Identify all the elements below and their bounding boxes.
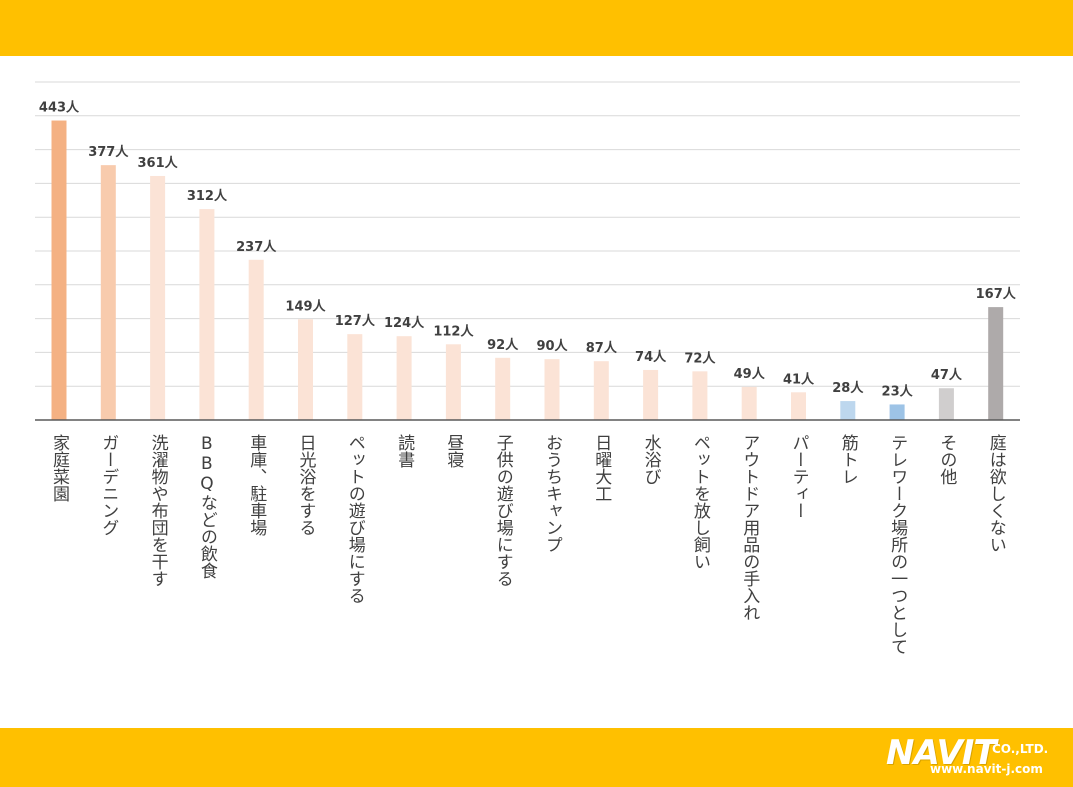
category-label: その他 [936, 434, 957, 485]
value-label: 72人 [684, 350, 716, 366]
bar [298, 319, 313, 420]
category-label: ペットの遊び場にする [345, 434, 366, 604]
bars [51, 120, 1004, 421]
bar [248, 259, 264, 420]
logo-url: www.navit-j.com [930, 762, 1043, 776]
logo-wordmark: NAVIT [886, 733, 997, 773]
category-labels: 家庭菜園 ガーデニング 洗濯物や布団を干す BBQなどの飲食 車庫、駐車場 日光浴をする ペ… [49, 434, 1006, 655]
bar [347, 334, 363, 420]
bar [692, 371, 708, 420]
bar [100, 165, 116, 420]
value-label: 443人 [39, 100, 80, 116]
bar [791, 392, 806, 420]
category-label: 読書 [394, 434, 415, 468]
value-label: 377人 [88, 144, 129, 160]
category-label: ガーデニング [98, 434, 118, 536]
category-label: アウトドア用品の手入れ [739, 434, 760, 621]
value-label: 87人 [586, 340, 618, 356]
bar [938, 388, 954, 420]
bar [199, 209, 215, 420]
value-labels: 443人 377人 361人 312人 237人 149人 127人 124人 112人 92人 9… [39, 100, 1017, 400]
value-label: 127人 [335, 313, 376, 329]
value-label: 167人 [976, 286, 1017, 302]
category-label: BBQなどの飲食 [197, 434, 218, 579]
value-label: 92人 [487, 337, 519, 353]
value-label: 312人 [187, 188, 228, 204]
value-label: 237人 [236, 239, 277, 255]
bar [150, 175, 166, 420]
bar [840, 401, 856, 420]
category-label: おうちキャンプ [542, 434, 562, 553]
bar [544, 359, 560, 420]
value-label: 112人 [433, 323, 474, 339]
value-label: 149人 [285, 298, 326, 314]
value-label: 74人 [635, 349, 667, 365]
value-label: 23人 [882, 383, 914, 399]
category-label: 水浴び [641, 434, 662, 485]
bar [445, 344, 461, 420]
value-label: 90人 [536, 338, 568, 354]
category-label: 日光浴をする [296, 434, 317, 536]
category-label: 洗濯物や布団を干す [148, 434, 169, 587]
category-label: 車庫、駐車場 [246, 434, 267, 537]
value-label: 28人 [832, 380, 864, 396]
bar [495, 357, 511, 420]
bar [889, 404, 905, 420]
value-label: 41人 [783, 371, 815, 387]
bar-chart: 443人 377人 361人 312人 237人 149人 127人 124人 112人 92人 9… [35, 81, 1020, 655]
bar [988, 307, 1004, 420]
category-label: 日曜大工 [591, 434, 612, 502]
value-label: 124人 [384, 315, 425, 331]
bar [51, 120, 67, 421]
category-label: 家庭菜園 [49, 434, 70, 502]
category-label: ペットを放し飼い [690, 434, 711, 570]
bar [741, 386, 757, 420]
navit-logo: NAVIT CO.,LTD. www.navit-j.com [886, 733, 1066, 781]
bar [593, 361, 609, 420]
value-label: 49人 [734, 366, 766, 382]
bar [396, 336, 412, 420]
value-label: 47人 [931, 367, 963, 383]
category-label: 昼寝 [443, 434, 464, 468]
category-label: パーティー [789, 434, 809, 519]
category-label: テレワーク場所の一つとして [887, 434, 908, 655]
category-label: 庭は欲しくない [986, 434, 1007, 553]
logo-company-suffix: CO.,LTD. [992, 742, 1049, 756]
category-label: 子供の遊び場にする [493, 434, 514, 587]
top-banner [0, 0, 1073, 56]
bottom-banner [0, 728, 1073, 787]
gridlines [35, 81, 1020, 387]
bar [643, 369, 659, 420]
value-label: 361人 [138, 155, 179, 171]
category-label: 筋トレ [838, 434, 859, 485]
